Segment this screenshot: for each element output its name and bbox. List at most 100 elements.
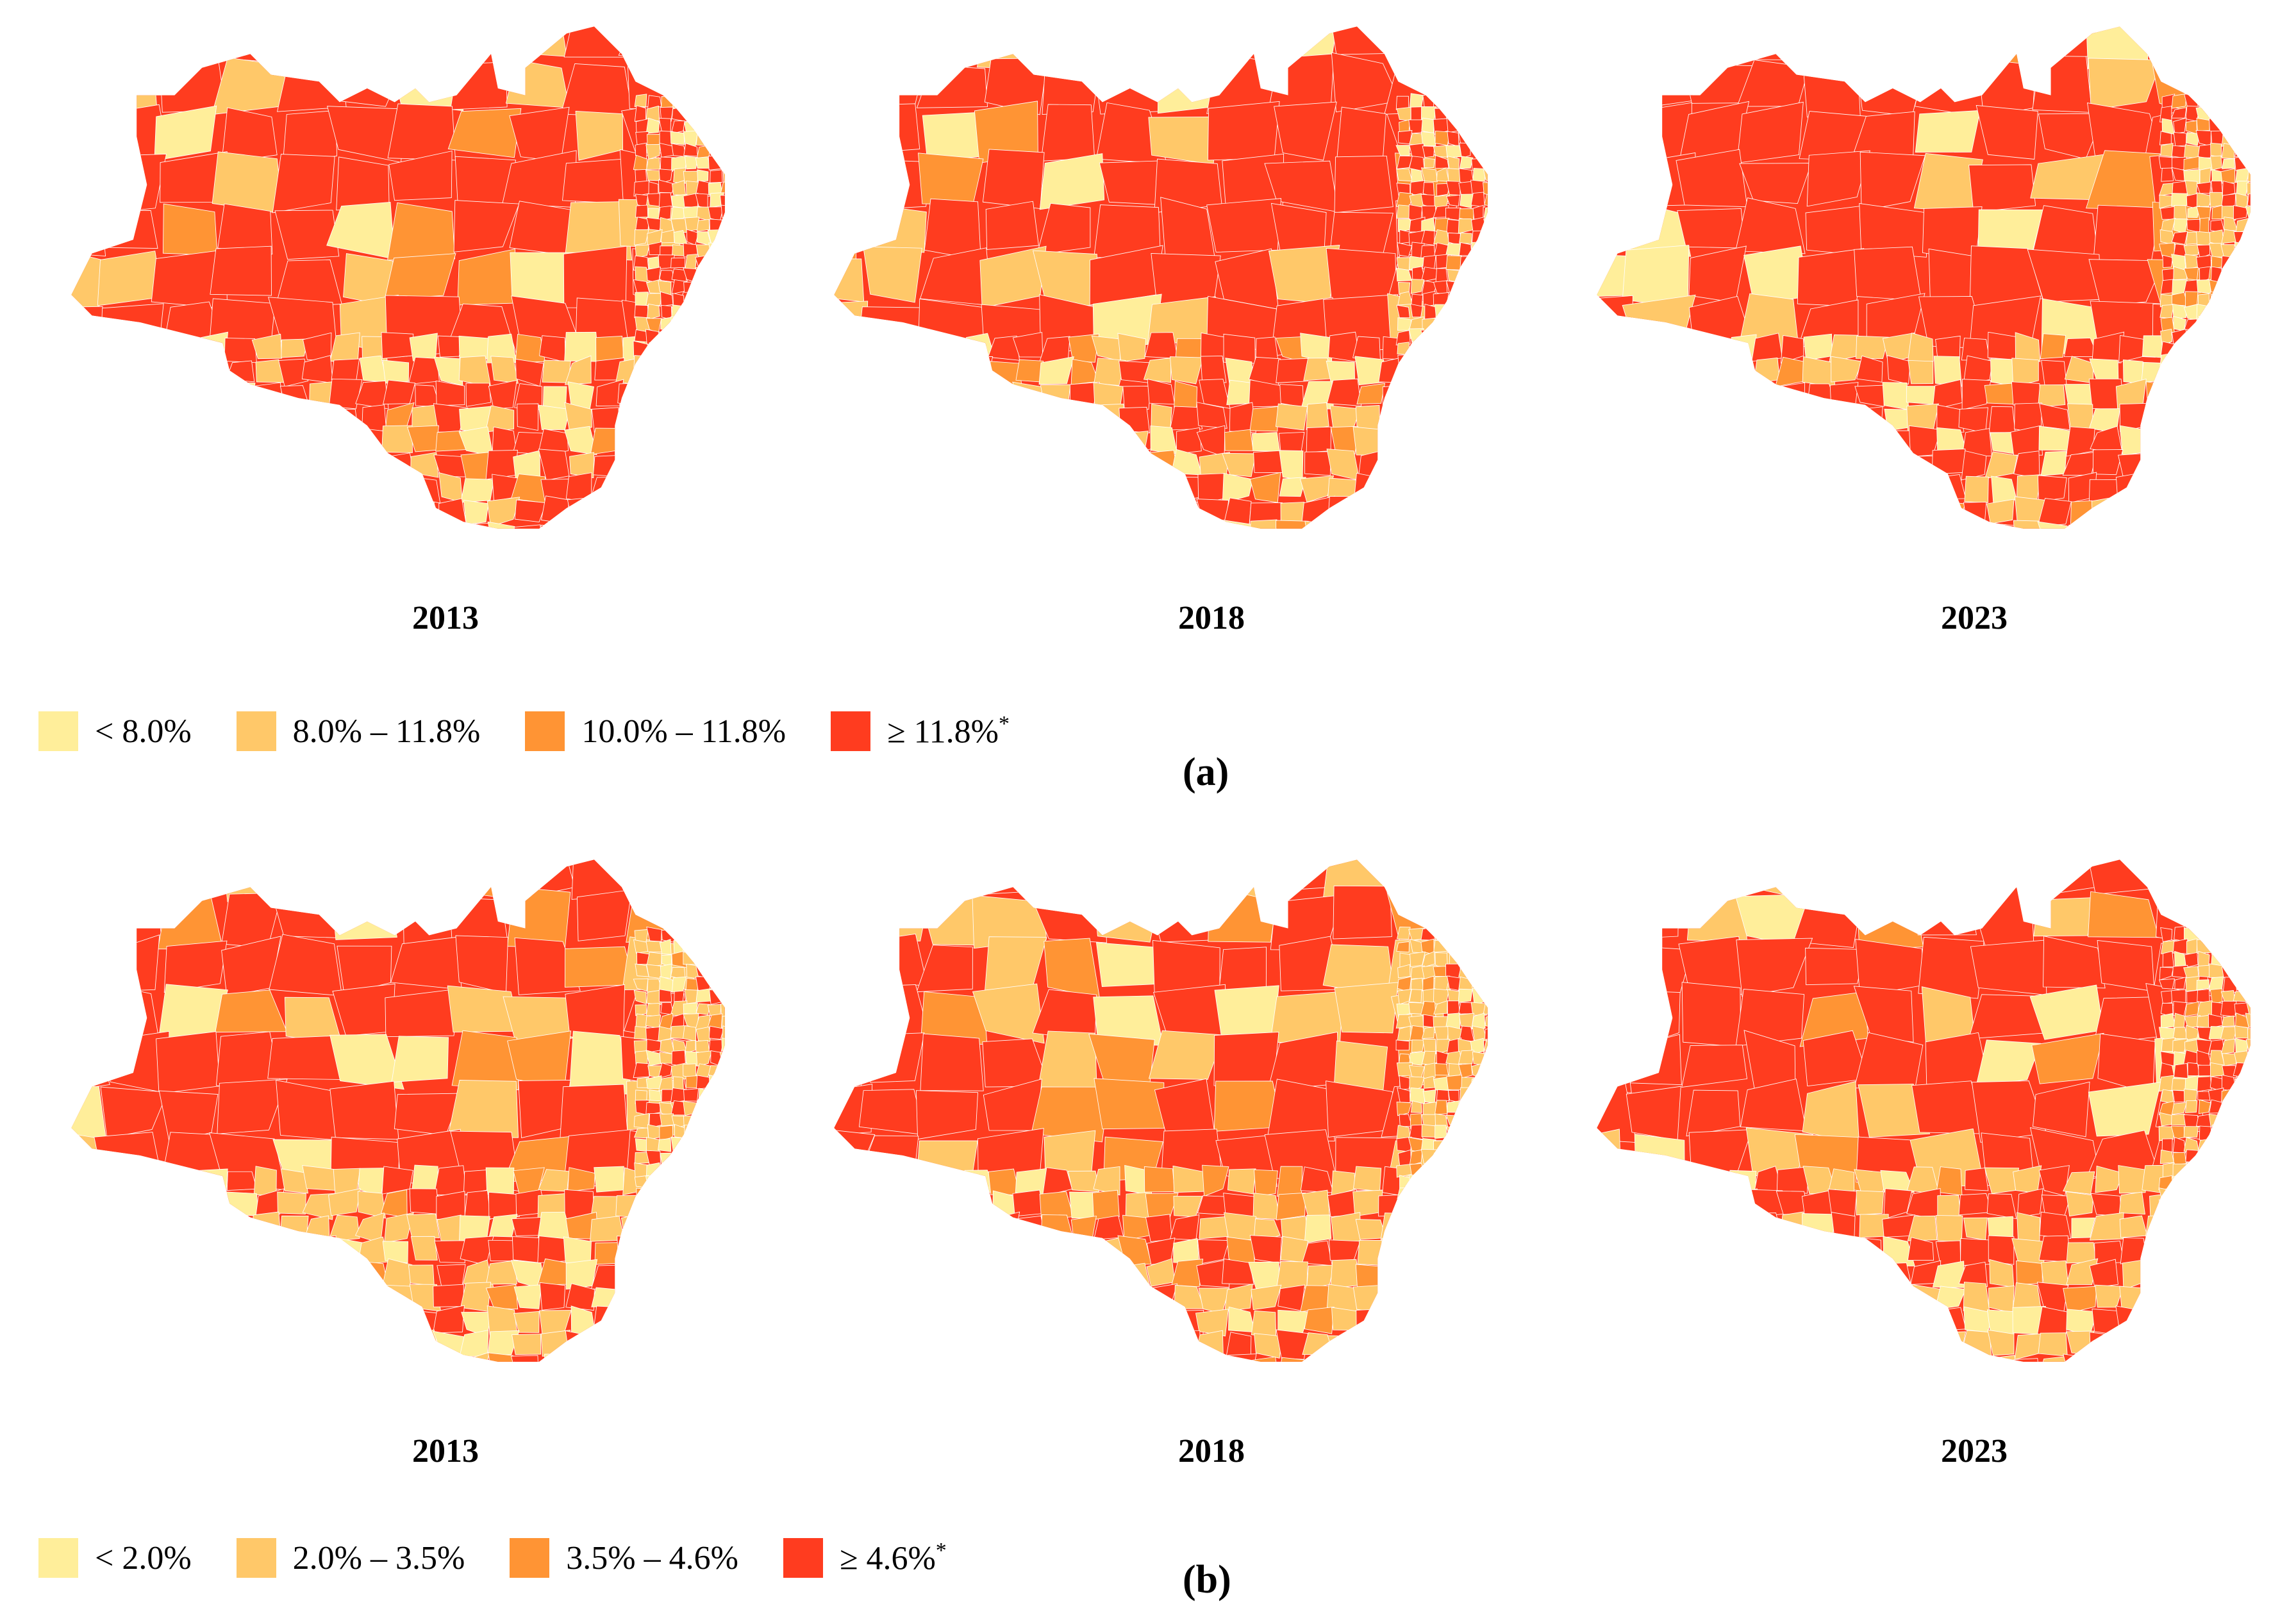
municipality (1483, 1063, 1488, 1079)
municipality (2197, 1186, 2211, 1202)
municipality (2211, 303, 2225, 319)
municipality (1093, 53, 1160, 115)
municipality (197, 502, 226, 521)
municipality (670, 1225, 686, 1239)
municipality (1031, 859, 1102, 899)
municipality (1065, 1258, 1099, 1287)
municipality (1626, 1086, 1681, 1141)
municipality (2184, 1188, 2200, 1202)
municipality (633, 989, 647, 1004)
municipality (197, 1212, 226, 1242)
municipality (1458, 390, 1474, 404)
municipality (921, 26, 981, 64)
municipality (856, 306, 930, 357)
municipality (1803, 501, 1836, 524)
municipality (1378, 1307, 1411, 1336)
municipality (1777, 544, 1806, 574)
municipality (1458, 1124, 1473, 1141)
municipality (1421, 1175, 1436, 1188)
municipality (1406, 474, 1437, 499)
municipality (2174, 1063, 2188, 1079)
municipality (707, 1124, 724, 1141)
municipality (2234, 1137, 2250, 1154)
municipality (1144, 1166, 1175, 1193)
municipality (1483, 1125, 1488, 1139)
municipality (670, 355, 688, 369)
municipality (972, 895, 1047, 949)
municipality (154, 26, 218, 65)
municipality (2170, 1377, 2196, 1400)
municipality (2246, 181, 2250, 195)
municipality (542, 360, 571, 383)
municipality (721, 1025, 725, 1043)
municipality (1252, 1193, 1281, 1220)
municipality (1446, 353, 1462, 370)
municipality (1458, 292, 1475, 308)
municipality (2186, 132, 2200, 146)
municipality (1095, 942, 1158, 988)
municipality (387, 202, 456, 261)
municipality (328, 1305, 362, 1331)
municipality (707, 278, 723, 295)
municipality (2196, 979, 2210, 991)
municipality (644, 1289, 676, 1314)
municipality (1483, 306, 1488, 320)
municipality (695, 1113, 711, 1129)
municipality (485, 405, 515, 433)
municipality (1879, 475, 1915, 504)
municipality (2149, 1193, 2174, 1217)
municipality (860, 103, 920, 154)
municipality (1410, 1380, 1433, 1407)
municipality (696, 1100, 710, 1116)
municipality (710, 356, 721, 368)
municipality (1145, 1283, 1178, 1314)
municipality (2208, 318, 2224, 333)
municipality (986, 1307, 1020, 1334)
municipality (1881, 1334, 1913, 1357)
municipality (1960, 1354, 1992, 1362)
municipality (698, 1088, 711, 1104)
municipality (722, 368, 725, 383)
municipality (2158, 390, 2175, 404)
municipality (433, 1165, 467, 1196)
municipality (1012, 520, 1045, 529)
municipality (720, 181, 725, 194)
municipality (1470, 1186, 1486, 1202)
municipality (302, 1165, 338, 1191)
municipality (2234, 390, 2248, 404)
municipality (1751, 1353, 1783, 1362)
municipality (2211, 365, 2224, 381)
municipality (2234, 242, 2249, 259)
municipality (658, 205, 672, 221)
municipality (1276, 358, 1309, 383)
municipality (720, 1065, 725, 1077)
municipality (1093, 1166, 1120, 1196)
municipality (2032, 55, 2093, 113)
municipality (834, 258, 865, 302)
municipality (645, 1162, 662, 1177)
municipality (2017, 1188, 2043, 1218)
municipality (510, 1355, 540, 1362)
municipality (720, 304, 725, 320)
municipality (2172, 303, 2187, 319)
municipality (94, 1132, 163, 1184)
municipality (1333, 885, 1392, 940)
municipality (696, 1050, 712, 1067)
municipality (336, 156, 390, 211)
municipality (644, 381, 675, 410)
municipality (919, 859, 983, 897)
municipality (2171, 107, 2187, 119)
municipality (2233, 205, 2248, 220)
legend-swatch (38, 1538, 78, 1578)
municipality (720, 938, 725, 954)
municipality (1421, 951, 1435, 968)
municipality (1355, 1356, 1387, 1362)
municipality (2245, 267, 2250, 281)
municipality (2185, 378, 2200, 395)
municipality (708, 1161, 720, 1177)
municipality (201, 426, 233, 454)
municipality (719, 1052, 725, 1064)
municipality (1409, 1211, 1424, 1226)
municipality (1915, 26, 1970, 65)
municipality (1408, 204, 1423, 220)
